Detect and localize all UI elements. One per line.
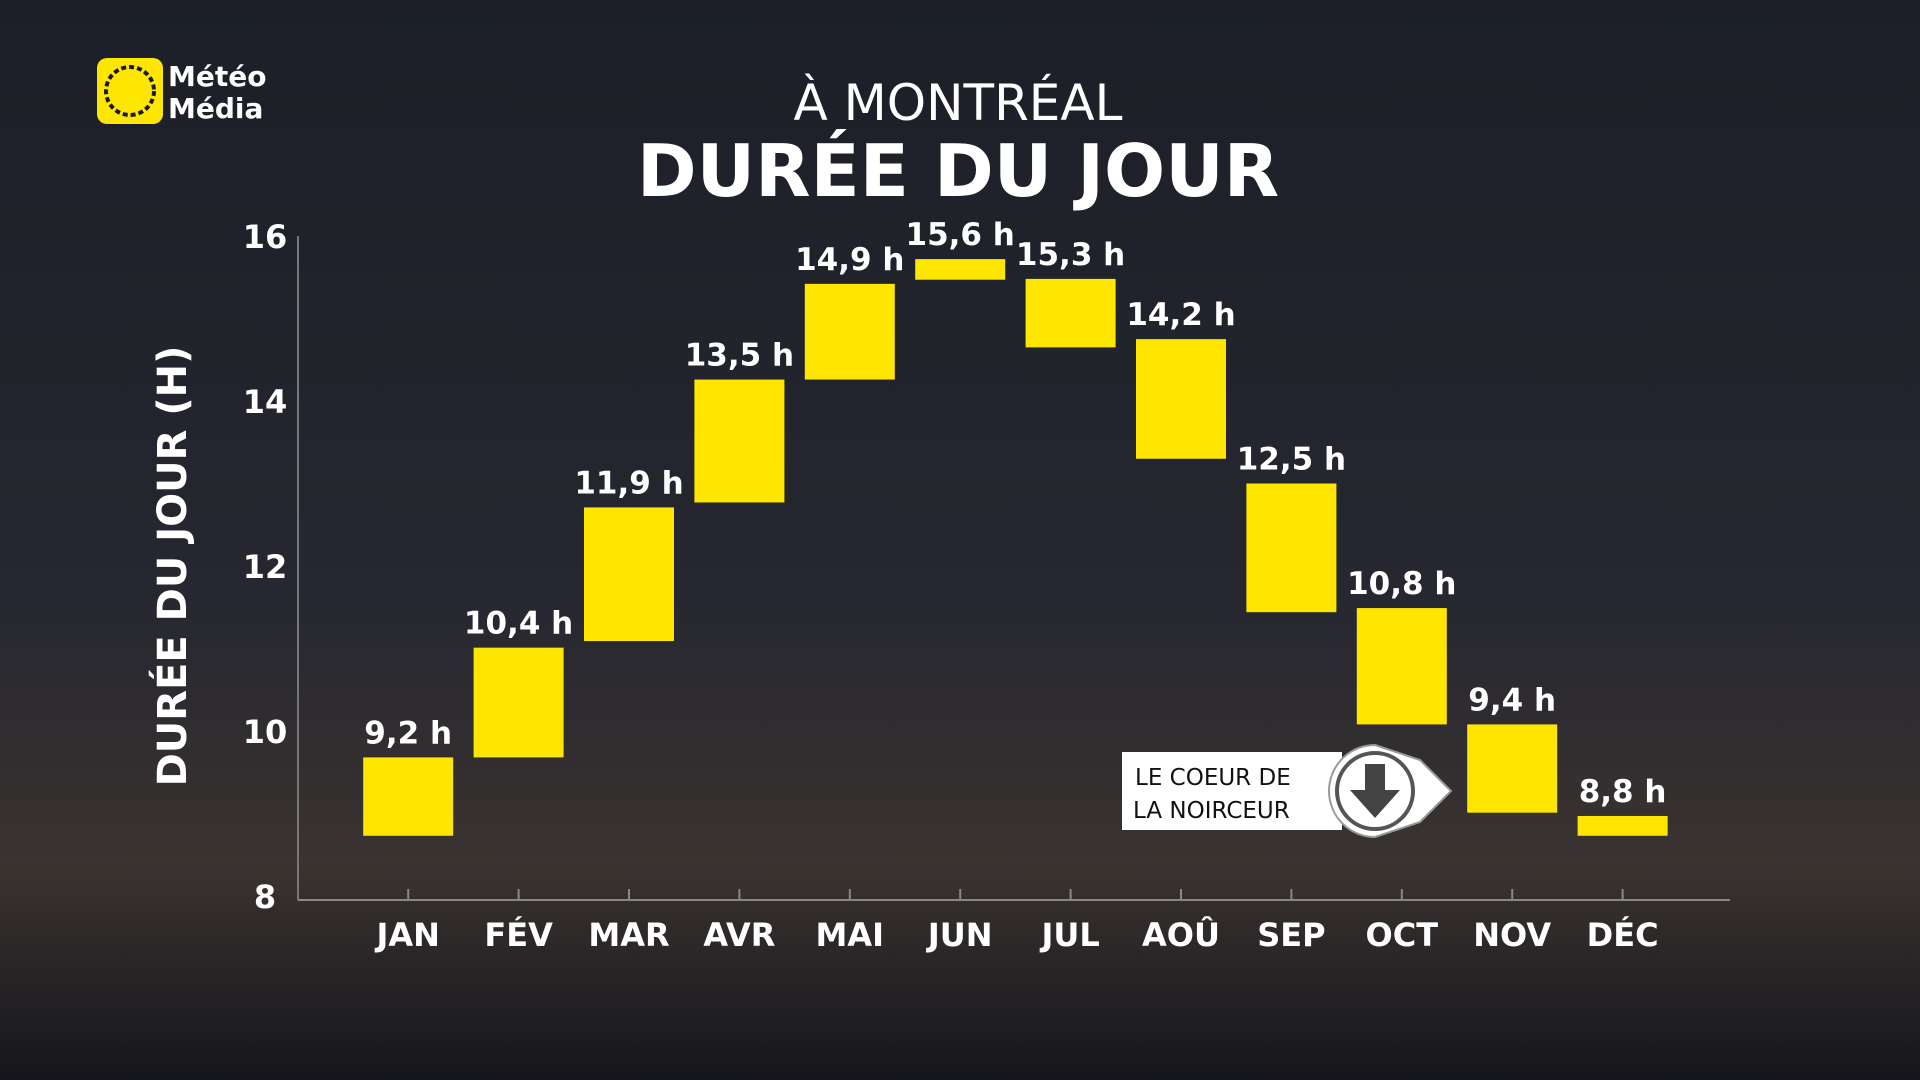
bar bbox=[804, 283, 895, 380]
x-tick-label: NOV bbox=[1473, 916, 1551, 954]
value-label: 9,4 h bbox=[1468, 682, 1556, 718]
bar bbox=[363, 757, 454, 836]
value-label: 9,2 h bbox=[364, 715, 452, 751]
value-label: 15,3 h bbox=[1016, 237, 1125, 273]
annotation-arrow bbox=[1350, 764, 1400, 818]
value-label: 15,6 h bbox=[906, 217, 1015, 253]
x-tick-label: AOÛ bbox=[1142, 915, 1220, 954]
chart-subtitle: À MONTRÉAL bbox=[794, 73, 1123, 132]
bar bbox=[694, 379, 785, 503]
logo: Météo Média bbox=[97, 58, 266, 125]
logo-globe bbox=[104, 65, 156, 117]
value-label: 11,9 h bbox=[574, 465, 683, 501]
x-tick-label: SEP bbox=[1257, 916, 1325, 954]
x-tick-label: AVR bbox=[703, 916, 775, 954]
bar bbox=[1136, 339, 1226, 459]
value-label: 13,5 h bbox=[685, 338, 794, 374]
bar bbox=[1356, 608, 1447, 725]
logo-text: Météo bbox=[168, 60, 266, 93]
x-tick-label: JAN bbox=[374, 916, 439, 954]
x-tick-label: FÉV bbox=[484, 916, 553, 954]
bar bbox=[584, 507, 674, 642]
y-axis-label: DURÉE DU JOUR (H) bbox=[148, 346, 196, 787]
annotation-box bbox=[1122, 752, 1342, 830]
y-tick-label: 14 bbox=[243, 383, 288, 421]
bar bbox=[1025, 278, 1116, 348]
value-label: 10,8 h bbox=[1347, 566, 1456, 602]
bar bbox=[1246, 483, 1337, 613]
annotation-text: LA NOIRCEUR bbox=[1133, 798, 1290, 824]
bar bbox=[915, 259, 1006, 280]
value-label: 8,8 h bbox=[1579, 774, 1667, 810]
bar bbox=[1577, 815, 1668, 836]
y-tick-label: 8 bbox=[254, 878, 276, 916]
value-label: 14,9 h bbox=[795, 242, 904, 278]
bar bbox=[1467, 724, 1558, 813]
bar bbox=[473, 647, 564, 758]
value-label: 14,2 h bbox=[1126, 297, 1235, 333]
x-tick-label: JUN bbox=[926, 916, 993, 954]
annotation: LE COEUR DE LA NOIRCEUR bbox=[1122, 743, 1453, 839]
x-tick-label: OCT bbox=[1366, 916, 1439, 954]
y-tick-label: 12 bbox=[243, 548, 288, 586]
x-tick-label: MAR bbox=[588, 916, 669, 954]
value-label: 12,5 h bbox=[1237, 442, 1346, 478]
value-label: 10,4 h bbox=[464, 606, 573, 642]
x-tick-label: JUL bbox=[1039, 916, 1099, 954]
annotation-text: LE COEUR DE bbox=[1135, 765, 1291, 791]
y-tick-label: 16 bbox=[243, 218, 288, 256]
x-tick-label: DÉC bbox=[1587, 916, 1659, 954]
chart-title: DURÉE DU JOUR bbox=[637, 129, 1279, 213]
logo-text: Média bbox=[168, 92, 263, 125]
y-tick-label: 10 bbox=[243, 713, 288, 751]
x-tick-label: MAI bbox=[816, 916, 885, 954]
